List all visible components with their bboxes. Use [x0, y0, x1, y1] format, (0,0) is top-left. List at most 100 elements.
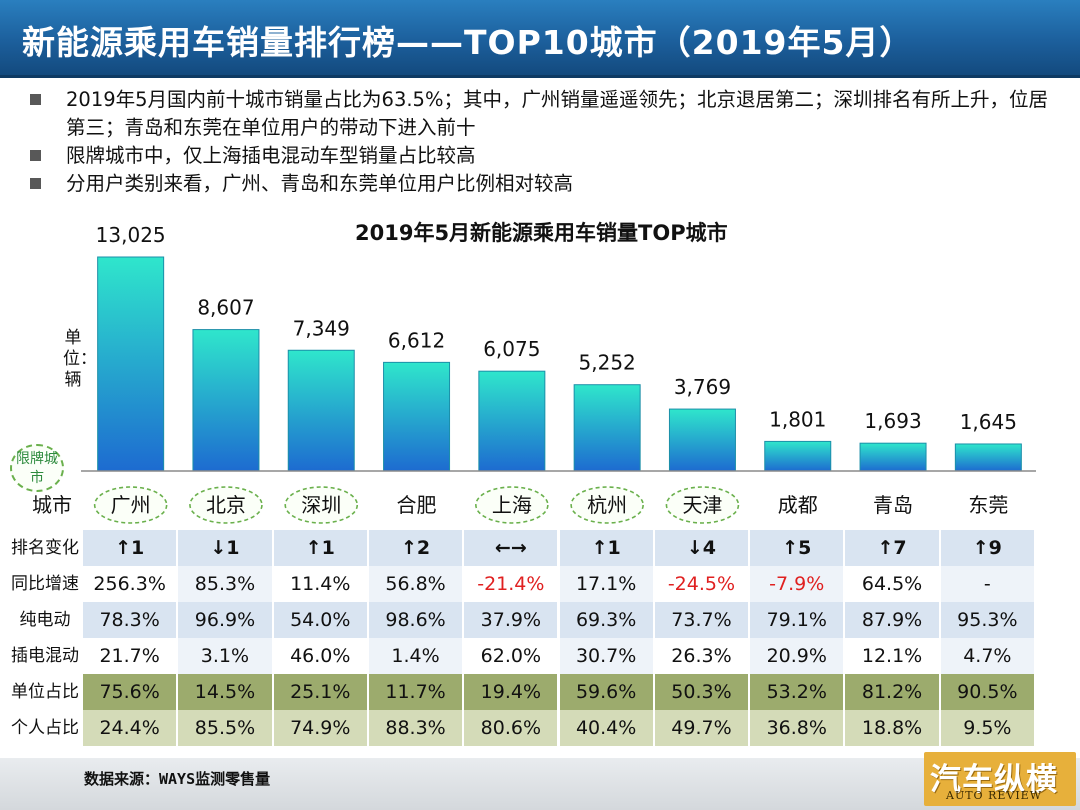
- bar-上海: [478, 370, 546, 472]
- table-cell: 96.9%: [178, 602, 272, 638]
- bar-value-label: 6,612: [388, 328, 445, 352]
- table-cell: 73.7%: [654, 602, 749, 638]
- table-cell: 87.9%: [845, 602, 939, 638]
- auto-review-logo: 汽车纵横 AUTO REVIEW: [924, 752, 1076, 806]
- bar-青岛: [859, 442, 927, 472]
- restricted-city-marker: [93, 486, 168, 524]
- table-cell: 19.4%: [464, 674, 558, 710]
- category-label: 青岛: [873, 493, 913, 517]
- logo-subtitle: AUTO REVIEW: [946, 789, 1043, 802]
- table-cell: 85.3%: [178, 566, 272, 602]
- table-cell: 24.4%: [83, 710, 177, 746]
- table-cell: 9.5%: [940, 710, 1034, 746]
- bullet-item: 分用户类别来看，广州、青岛和东莞单位用户比例相对较高: [30, 170, 1060, 198]
- table-cell: 3.1%: [178, 638, 272, 674]
- table-row: 个人占比 24.4% 85.5% 74.9% 88.3% 80.6% 40.4% 49.7% 3…: [4, 710, 1036, 746]
- table-cell: 54.0%: [273, 602, 367, 638]
- table-cell: 75.6%: [83, 674, 177, 710]
- table-cell: ↑2: [368, 530, 463, 566]
- bar-value-label: 1,693: [864, 409, 921, 433]
- table-cell: ↑1: [83, 530, 177, 566]
- table-cell: 256.3%: [83, 566, 177, 602]
- table-cell: 46.0%: [273, 638, 367, 674]
- table-cell: 90.5%: [940, 674, 1034, 710]
- table-cell: ↓4: [654, 530, 749, 566]
- table-cell: 21.7%: [83, 638, 177, 674]
- table-cell: 79.1%: [750, 602, 844, 638]
- restricted-legend-badge: 限牌城市: [10, 444, 64, 492]
- bar-深圳: [287, 349, 355, 472]
- table-cell: -21.4%: [464, 566, 558, 602]
- table-cell: 18.8%: [845, 710, 939, 746]
- table-cell: 20.9%: [750, 638, 844, 674]
- row-label: 个人占比: [11, 718, 79, 738]
- table-cell: 4.7%: [940, 638, 1034, 674]
- restricted-city-marker: [475, 486, 549, 524]
- table-cell: 74.9%: [273, 710, 367, 746]
- table-row: 纯电动 78.3% 96.9% 54.0% 98.6% 37.9% 69.3% 73.7% 79…: [4, 602, 1036, 638]
- table-cell: ↑1: [559, 530, 653, 566]
- bar-value-label: 8,607: [197, 296, 254, 320]
- table-row: 同比增速 256.3% 85.3% 11.4% 56.8% -21.4% 17.1% -24.…: [4, 566, 1036, 602]
- table-cell: -: [940, 566, 1034, 602]
- table-cell: 80.6%: [464, 710, 558, 746]
- category-label: 天津: [682, 493, 722, 517]
- row-label: 同比增速: [11, 574, 79, 594]
- restricted-city-marker: [665, 486, 740, 524]
- bar-天津: [668, 408, 736, 472]
- bar-value-label: 1,801: [769, 407, 826, 431]
- table-cell: 98.6%: [368, 602, 463, 638]
- table-row: 排名变化 ↑1 ↓1 ↑1 ↑2 ←→ ↑1 ↓4 ↑5 ↑7 ↑9: [4, 530, 1036, 566]
- title-bar: 新能源乘用车销量排行榜——TOP10城市（2019年5月）: [0, 0, 1080, 78]
- table-cell: -24.5%: [654, 566, 749, 602]
- bullet-item: 2019年5月国内前十城市销量占比为63.5%；其中，广州销量遥遥领先；北京退居…: [30, 86, 1060, 142]
- table-cell: 69.3%: [559, 602, 653, 638]
- bar-成都: [764, 440, 832, 472]
- bar-value-label: 1,645: [960, 410, 1017, 434]
- source-bar: 数据来源：WAYS监测零售量: [0, 758, 1080, 810]
- table-cell: ↑5: [750, 530, 844, 566]
- bar-value-label: 6,075: [483, 337, 540, 361]
- table-cell: 78.3%: [83, 602, 177, 638]
- restricted-city-marker: [570, 486, 644, 524]
- bar-北京: [192, 329, 260, 472]
- table-cell: 40.4%: [559, 710, 653, 746]
- category-label: 深圳: [301, 493, 341, 517]
- table-cell: 56.8%: [368, 566, 463, 602]
- table-cell: 85.5%: [178, 710, 272, 746]
- bar-杭州: [573, 384, 641, 472]
- table-cell: 30.7%: [559, 638, 653, 674]
- bar-value-label: 3,769: [674, 375, 731, 399]
- table-cell: 12.1%: [845, 638, 939, 674]
- restricted-city-marker: [189, 486, 263, 524]
- bar-合肥: [383, 361, 451, 472]
- bar-广州: [97, 256, 165, 472]
- bar-value-label: 13,025: [96, 223, 166, 247]
- bar-chart: 13,025 广州 8,607 北京 7,349 深圳 6,612 合肥 6,075 上海 5,25…: [32, 223, 1036, 524]
- table-cell: 50.3%: [654, 674, 749, 710]
- row-label: 排名变化: [11, 538, 79, 558]
- table-cell: 88.3%: [368, 710, 463, 746]
- table-cell: 11.7%: [368, 674, 463, 710]
- bar-东莞: [954, 443, 1022, 472]
- table-cell: ↓1: [178, 530, 272, 566]
- logo-wordmark: 汽车纵横: [930, 762, 1058, 798]
- table-cell: 62.0%: [464, 638, 558, 674]
- table-cell: 64.5%: [845, 566, 939, 602]
- bar-value-label: 7,349: [293, 316, 350, 340]
- table-cell: 81.2%: [845, 674, 939, 710]
- table-cell: -7.9%: [750, 566, 844, 602]
- table-cell: 49.7%: [654, 710, 749, 746]
- table-cell: ↑7: [845, 530, 939, 566]
- table-cell: 37.9%: [464, 602, 558, 638]
- table-cell: 59.6%: [559, 674, 653, 710]
- category-label: 杭州: [587, 493, 627, 517]
- bullet-list: 2019年5月国内前十城市销量占比为63.5%；其中，广州销量遥遥领先；北京退居…: [30, 86, 1060, 198]
- bullet-item: 限牌城市中，仅上海插电混动车型销量占比较高: [30, 142, 1060, 170]
- table-row: 单位占比 75.6% 14.5% 25.1% 11.7% 19.4% 59.6% 50.3% 5…: [4, 674, 1036, 710]
- table-row: 插电混动 21.7% 3.1% 46.0% 1.4% 62.0% 30.7% 26.3% 20.…: [4, 638, 1036, 674]
- category-label: 合肥: [397, 493, 437, 517]
- table-cell: 17.1%: [559, 566, 653, 602]
- source-note: 数据来源：WAYS监测零售量: [84, 770, 271, 788]
- restricted-city-marker: [284, 486, 359, 524]
